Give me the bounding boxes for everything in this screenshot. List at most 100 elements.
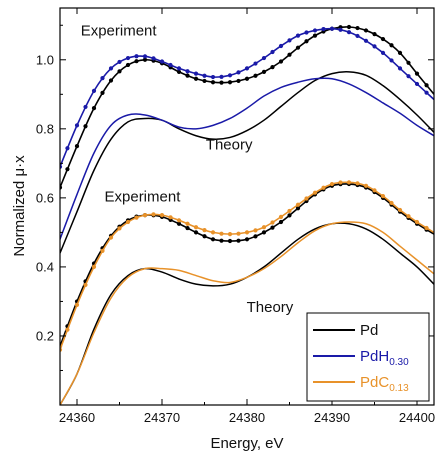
data-point-pd xyxy=(304,39,309,44)
data-point-pdh xyxy=(125,55,131,61)
data-point-pdh xyxy=(312,28,318,33)
data-point-pdh xyxy=(108,66,114,71)
data-point-pdc xyxy=(227,232,233,237)
data-point-pd xyxy=(134,59,139,64)
data-point-pdh xyxy=(295,33,301,38)
data-point-pdh xyxy=(142,54,148,59)
data-point-pdh xyxy=(151,56,156,61)
data-point-pdh xyxy=(253,61,258,66)
legend-label-pdc: PdC0.13 xyxy=(360,374,409,394)
data-point-pdh xyxy=(210,74,216,80)
y-tick-label: 1.0 xyxy=(36,52,54,67)
data-point-pd xyxy=(414,71,420,76)
data-point-pdh xyxy=(202,73,207,78)
annotation-theory: Theory xyxy=(206,137,253,154)
series-pd-top-theory xyxy=(60,71,434,254)
data-point-pd xyxy=(278,59,284,64)
data-point-pdh xyxy=(304,30,309,35)
data-point-pdh xyxy=(397,66,403,71)
data-point-pdc xyxy=(295,202,301,207)
data-point-pdh xyxy=(236,70,241,75)
data-point-pdc xyxy=(159,213,165,218)
series-pdc-bottom-theory xyxy=(60,221,434,405)
data-point-pd xyxy=(227,238,233,244)
data-point-pdc xyxy=(142,213,148,218)
data-point-pd xyxy=(202,234,207,239)
series-pd-top-experiment xyxy=(60,24,434,190)
data-point-pdh xyxy=(74,123,80,128)
x-tick-label: 24370 xyxy=(144,410,180,425)
data-curves xyxy=(60,24,434,405)
data-point-pdh xyxy=(91,88,97,93)
data-point-pdc xyxy=(321,185,326,190)
data-point-pdh xyxy=(159,59,165,64)
data-point-pd xyxy=(219,80,224,85)
series-line-pd-top-theory xyxy=(60,71,434,254)
series-line-pdc-bottom-theory xyxy=(60,221,434,405)
data-point-pd xyxy=(219,238,224,243)
data-point-pdc xyxy=(253,228,258,233)
data-point-pd xyxy=(125,62,131,68)
data-point-pdh xyxy=(100,76,105,81)
data-point-pdc xyxy=(287,208,292,214)
data-point-pdc xyxy=(355,181,360,186)
series-line-pdh-top-theory xyxy=(60,77,434,240)
data-point-pdc xyxy=(74,302,80,307)
data-point-pdh xyxy=(185,69,190,74)
data-point-pd xyxy=(346,24,352,30)
data-point-pdc xyxy=(236,231,241,236)
data-point-pdc xyxy=(125,219,131,225)
data-point-pd xyxy=(363,28,369,33)
data-point-pd xyxy=(91,106,97,111)
data-point-pdc xyxy=(304,196,309,201)
y-tick-label: 0.8 xyxy=(36,121,54,136)
data-point-pd xyxy=(278,219,284,225)
data-point-pd xyxy=(185,225,190,231)
data-point-pd xyxy=(295,206,301,211)
data-point-pd xyxy=(424,83,429,88)
data-point-pdc xyxy=(168,215,173,220)
data-point-pdh xyxy=(414,81,420,87)
x-axis-title: Energy, eV xyxy=(210,435,283,452)
data-point-pd xyxy=(210,80,216,85)
x-tick-label: 24380 xyxy=(229,410,265,425)
data-point-pdh xyxy=(363,38,369,43)
data-point-pd xyxy=(236,238,241,243)
data-point-pdc xyxy=(414,219,420,225)
data-point-pdc xyxy=(380,194,386,199)
data-point-pd xyxy=(74,143,80,149)
data-point-pdh xyxy=(227,73,233,78)
data-point-pd xyxy=(380,36,386,42)
data-point-pdc xyxy=(91,264,97,270)
series-pdh-top-theory xyxy=(60,77,434,240)
legend-label-pdh: PdH0.30 xyxy=(360,348,409,368)
data-point-pdc xyxy=(424,225,429,231)
data-point-pd xyxy=(100,90,105,95)
data-point-pdh xyxy=(355,33,360,39)
data-point-pd xyxy=(244,237,250,242)
data-point-pd xyxy=(185,73,190,78)
data-point-pd xyxy=(312,33,318,38)
data-point-pdc xyxy=(117,226,122,231)
data-point-pdc xyxy=(278,214,284,219)
data-point-pdc xyxy=(219,231,224,236)
data-point-pd xyxy=(261,230,267,235)
data-point-pd xyxy=(108,78,114,83)
data-point-pd xyxy=(287,213,292,218)
x-tick-label: 24390 xyxy=(314,410,350,425)
data-point-pdh xyxy=(219,74,224,79)
data-point-pdh xyxy=(372,44,377,49)
data-point-pd xyxy=(117,69,122,74)
data-point-pd xyxy=(253,73,258,78)
data-point-pd xyxy=(253,234,258,239)
annotation-theory: Theory xyxy=(247,299,294,316)
data-point-pdh xyxy=(329,26,335,31)
data-point-pdh xyxy=(65,146,70,151)
data-point-pd xyxy=(176,69,182,74)
annotation-experiment: Experiment xyxy=(81,23,158,40)
axis-ticks: 24360 24370 24380 24390 24400 0.2 0.4 0.6 0.8 1.0 xyxy=(36,8,435,425)
annotations: Experiment Theory Experiment Theory xyxy=(81,23,294,316)
data-point-pdc xyxy=(346,180,352,185)
data-point-pd xyxy=(287,52,292,57)
data-point-pd xyxy=(142,57,148,62)
